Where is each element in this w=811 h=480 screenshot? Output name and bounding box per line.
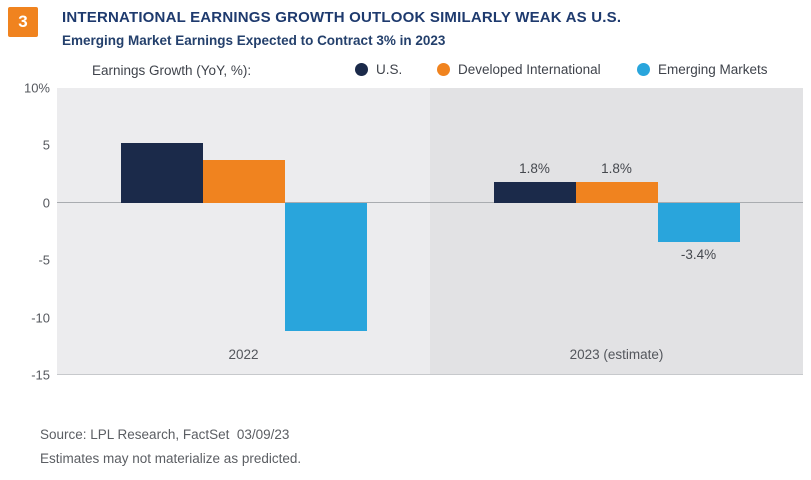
legend-item-us: U.S.: [355, 62, 402, 77]
x-category-2023-estimate: 2023 (estimate): [569, 347, 664, 362]
plot-panel-2023-estimate: [430, 88, 803, 375]
bar-emerging-markets-2023-estimate: [657, 202, 740, 242]
legend-item-label: Developed International: [458, 62, 601, 77]
bar-label-developed-international-2023-estimate: 1.8%: [601, 161, 632, 177]
y-tick-15: -15: [31, 367, 50, 383]
legend-item-developed-international: Developed International: [437, 62, 601, 77]
x-category-2022: 2022: [228, 347, 259, 362]
bar-u-s-2022: [120, 143, 203, 203]
legend-dot-developed-international: [437, 63, 450, 76]
bar-developed-international-2022: [202, 160, 285, 203]
zero-gridline: [57, 202, 803, 204]
y-tick-10: 10%: [23, 80, 50, 96]
disclaimer-line: Estimates may not materialize as predict…: [40, 451, 302, 466]
bar-label-emerging-markets-2023-estimate: -3.4%: [680, 246, 717, 262]
legend-item-label: Emerging Markets: [658, 62, 768, 77]
y-tick-10: -10: [31, 310, 50, 326]
legend-item-emerging-markets: Emerging Markets: [637, 62, 768, 77]
y-tick-0: 0: [42, 195, 50, 211]
chart-legend: Earnings Growth (YoY, %): U.S. Developed…: [92, 61, 797, 81]
bar-developed-international-2023-estimate: [575, 182, 658, 203]
chart-title: INTERNATIONAL EARNINGS GROWTH OUTLOOK SI…: [62, 9, 622, 26]
y-tick-5: -5: [38, 252, 50, 268]
legend-dot-us: [355, 63, 368, 76]
y-tick-5: 5: [42, 137, 50, 153]
legend-dot-emerging-markets: [637, 63, 650, 76]
source-line: Source: LPL Research, FactSet 03/09/23: [40, 427, 290, 442]
chart-subtitle: Emerging Market Earnings Expected to Con…: [62, 33, 446, 48]
bar-label-u-s-2023-estimate: 1.8%: [519, 161, 550, 177]
plot-panel-2022: [57, 88, 430, 375]
bar-u-s-2023-estimate: [493, 182, 576, 203]
legend-label: Earnings Growth (YoY, %):: [92, 63, 252, 78]
legend-item-label: U.S.: [376, 62, 403, 77]
figure-number-badge: 3: [8, 7, 38, 37]
bar-emerging-markets-2022: [284, 202, 367, 332]
x-axis-line: [57, 374, 803, 375]
